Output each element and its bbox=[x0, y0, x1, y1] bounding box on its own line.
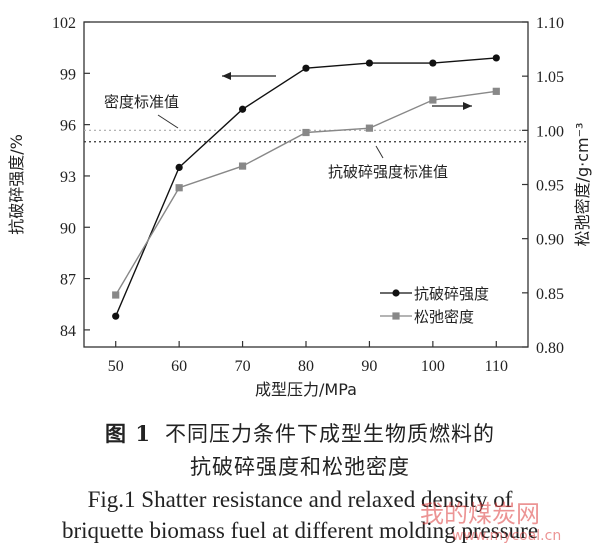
ticks-layer: 50 60 70 80 90 100 110 84 87 90 93 96 99 102 0.80 0.85 0… bbox=[52, 15, 564, 375]
watermark-url: www.mycoal.cn bbox=[452, 528, 562, 544]
shatter-axis-arrow-head bbox=[222, 72, 231, 80]
series-1-point bbox=[175, 163, 183, 171]
y-right-tick-label: 0.80 bbox=[536, 340, 564, 357]
series-2-point bbox=[492, 87, 500, 95]
x-tick-label: 90 bbox=[361, 358, 377, 375]
legend-marker-2 bbox=[392, 312, 400, 320]
x-tick-label: 80 bbox=[298, 358, 314, 375]
series-2-point bbox=[238, 162, 247, 170]
shatter-standard-label: 抗破碎强度标准值 bbox=[328, 163, 448, 181]
y-right-tick-label: 1.10 bbox=[536, 15, 564, 32]
x-tick-label: 60 bbox=[171, 358, 187, 375]
y-left-tick-label: 99 bbox=[60, 66, 76, 83]
legend-label-2: 松弛密度 bbox=[414, 308, 474, 326]
legend-label-1: 抗破碎强度 bbox=[414, 285, 489, 303]
series-1-point bbox=[429, 59, 437, 67]
x-axis-title: 成型压力/MPa bbox=[255, 380, 357, 399]
series-2-point bbox=[112, 291, 120, 299]
y-left-tick-label: 96 bbox=[60, 118, 76, 135]
series-1-point bbox=[302, 64, 310, 72]
series-2-point bbox=[365, 124, 374, 132]
density-standard-pointer bbox=[157, 114, 179, 129]
y-left-axis-title: 抗破碎强度/% bbox=[7, 134, 26, 235]
series-1-point bbox=[112, 312, 120, 320]
x-tick-label: 100 bbox=[421, 358, 445, 375]
series-1-point bbox=[492, 54, 500, 62]
chart: 50 60 70 80 90 100 110 84 87 90 93 96 99 102 0.80 0.85 0… bbox=[7, 15, 592, 399]
series-1-point bbox=[365, 59, 374, 67]
series-1-point bbox=[238, 105, 247, 113]
series-2-point bbox=[302, 128, 310, 137]
caption-en-line2: briquette biomass fuel at different mold… bbox=[61, 518, 539, 543]
y-right-tick-label: 0.85 bbox=[536, 286, 564, 303]
caption-fig-number: 图 1 bbox=[105, 421, 151, 446]
series-2-point bbox=[175, 184, 183, 192]
watermark-text: 我的煤炭网 bbox=[420, 500, 540, 528]
caption-zh-line2: 抗破碎强度和松弛密度 bbox=[190, 455, 410, 479]
y-right-tick-label: 0.95 bbox=[536, 178, 564, 195]
caption-zh-line1: 图 1 不同压力条件下成型生物质燃料的 bbox=[0, 418, 600, 448]
y-left-tick-label: 84 bbox=[60, 323, 76, 340]
x-tick-label: 70 bbox=[235, 358, 251, 375]
series-2-point bbox=[429, 96, 437, 104]
legend-marker-1 bbox=[392, 289, 400, 297]
y-right-axis-title: 松弛密度/g·cm⁻³ bbox=[573, 123, 592, 247]
series-line-2 bbox=[115, 90, 497, 296]
y-left-tick-label: 102 bbox=[52, 15, 76, 32]
shatter-standard-pointer bbox=[375, 145, 384, 159]
x-tick-label: 110 bbox=[485, 358, 508, 375]
density-standard-label: 密度标准值 bbox=[104, 93, 179, 111]
caption-en-line1: Fig.1 Shatter resistance and relaxed den… bbox=[87, 487, 513, 512]
y-left-tick-label: 93 bbox=[60, 169, 76, 186]
y-right-tick-label: 0.90 bbox=[536, 232, 564, 249]
y-right-tick-label: 1.05 bbox=[536, 69, 564, 86]
y-left-tick-label: 87 bbox=[60, 272, 76, 289]
x-tick-label: 50 bbox=[108, 358, 124, 375]
density-axis-arrow-head bbox=[463, 102, 472, 110]
y-right-tick-label: 1.00 bbox=[536, 123, 564, 140]
y-left-tick-label: 90 bbox=[60, 220, 76, 237]
caption-zh-title-1: 不同压力条件下成型生物质燃料的 bbox=[164, 422, 495, 446]
series-layer bbox=[112, 54, 500, 320]
